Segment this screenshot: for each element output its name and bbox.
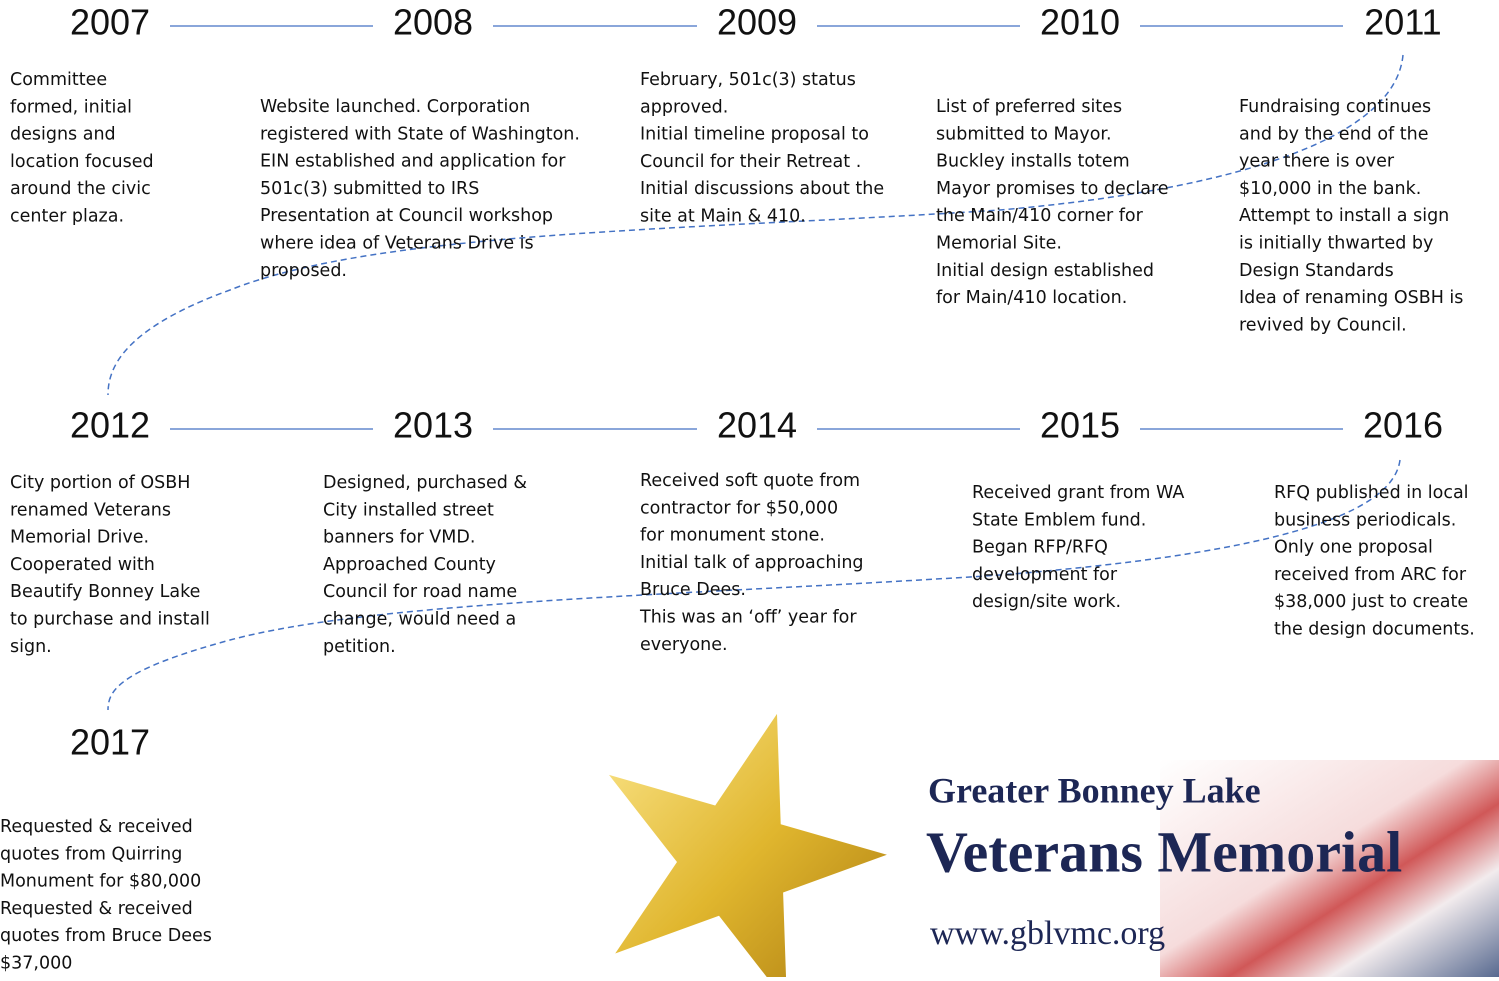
event-line: year there is over	[1239, 152, 1395, 172]
event-line: location focused	[10, 152, 154, 172]
year: 2007	[70, 2, 150, 43]
event-line: Initial design established	[936, 261, 1154, 281]
event-line: Requested & received	[0, 817, 193, 837]
event-line: site at Main & 410.	[640, 207, 806, 227]
event-line: quotes from Bruce Dees	[0, 926, 212, 946]
event-line: development for	[972, 565, 1118, 585]
event-line: City portion of OSBH	[10, 473, 190, 493]
logo-line2: Veterans Memorial	[926, 819, 1402, 884]
event-line: Council for road name	[323, 582, 517, 602]
event-line: Received soft quote from	[640, 471, 860, 491]
event-line: proposed.	[260, 261, 347, 281]
event-line: This was an ‘off’ year for	[639, 608, 857, 628]
event-line: designs and	[10, 125, 116, 145]
event-line: everyone.	[640, 635, 728, 655]
event-line: List of preferred sites	[936, 97, 1122, 117]
year: 2013	[393, 405, 473, 446]
event-line: Memorial Site.	[936, 234, 1062, 254]
event-line: Cooperated with	[10, 555, 155, 575]
event-line: where idea of Veterans Drive is	[260, 234, 534, 254]
year: 2015	[1040, 405, 1120, 446]
event-line: EIN established and application for	[260, 152, 566, 172]
event-line: for Main/410 location.	[936, 288, 1127, 308]
event-line: Began RFP/RFQ	[972, 538, 1108, 558]
event-line: Initial discussions about the	[640, 179, 884, 199]
event-line: and by the end of the	[1239, 124, 1428, 144]
event-line: Website launched. Corporation	[260, 97, 530, 117]
event-line: registered with State of Washington.	[260, 124, 580, 144]
event-line: approved.	[640, 97, 728, 117]
event-line: Initial timeline proposal to	[640, 125, 869, 145]
event-line: Mayor promises to declare	[936, 179, 1169, 199]
event-line: Idea of renaming OSBH is	[1239, 288, 1463, 308]
year: 2016	[1363, 405, 1443, 446]
event-line: contractor for $50,000	[640, 498, 838, 518]
event-line: petition.	[323, 637, 396, 657]
event-line: Beautify Bonney Lake	[10, 582, 200, 602]
event-line: submitted to Mayor.	[936, 124, 1112, 144]
event-line: Presentation at Council workshop	[260, 206, 553, 226]
event-line: Memorial Drive.	[10, 528, 149, 548]
logo-url: www.gblvmc.org	[930, 915, 1165, 952]
event-line: the design documents.	[1274, 620, 1475, 640]
event-line: the Main/410 corner for	[936, 206, 1144, 226]
year: 2017	[70, 722, 150, 763]
event-line: banners for VMD.	[323, 528, 475, 548]
event-line: around the civic	[10, 179, 151, 199]
event-line: Fundraising continues	[1239, 97, 1431, 117]
event-line: to purchase and install	[10, 610, 210, 630]
event-line: Attempt to install a sign	[1239, 206, 1449, 226]
event-line: Requested & received	[0, 899, 193, 919]
event-line: received from ARC for	[1274, 565, 1467, 585]
star	[609, 713, 887, 981]
year: 2008	[393, 2, 473, 43]
event-line: Bruce Dees.	[640, 580, 746, 600]
event-line: Committee	[10, 70, 107, 90]
logo-line1: Greater Bonney Lake	[928, 770, 1261, 810]
connector	[107, 54, 1404, 396]
event-line: is initially thwarted by	[1239, 234, 1433, 254]
event-line: City installed street	[323, 500, 494, 520]
event-line: for monument stone.	[640, 526, 825, 546]
event-line: design/site work.	[972, 592, 1121, 612]
event-line: RFQ published in local	[1274, 483, 1469, 503]
event-line: Approached County	[323, 555, 496, 575]
event-line: Only one proposal	[1274, 538, 1433, 558]
event-line: February, 501c(3) status	[640, 70, 856, 90]
event-line: Design Standards	[1239, 261, 1394, 281]
event-line: $10,000 in the bank.	[1239, 179, 1421, 199]
event-line: $37,000	[0, 954, 72, 974]
connector	[107, 459, 1401, 711]
year: 2014	[717, 405, 797, 446]
event-line: Designed, purchased &	[323, 473, 527, 493]
event-line: change, would need a	[323, 610, 516, 630]
event-line: Received grant from WA	[972, 483, 1184, 503]
year: 2009	[717, 2, 797, 43]
event-line: 501c(3) submitted to IRS	[260, 179, 479, 199]
event-line: revived by Council.	[1239, 315, 1407, 335]
event-line: quotes from Quirring	[0, 844, 182, 864]
event-line: Council for their Retreat .	[640, 152, 861, 172]
event-line: renamed Veterans	[10, 500, 171, 520]
event-line: State Emblem fund.	[972, 510, 1146, 530]
event-line: Buckley installs totem	[936, 152, 1130, 172]
year: 2011	[1364, 2, 1441, 43]
event-line: sign.	[10, 637, 52, 657]
event-line: Monument for $80,000	[0, 872, 201, 892]
year: 2012	[70, 405, 150, 446]
event-line: business periodicals.	[1274, 510, 1456, 530]
event-line: $38,000 just to create	[1274, 592, 1468, 612]
event-line: center plaza.	[10, 207, 124, 227]
event-line: formed, initial	[10, 97, 132, 117]
event-line: Initial talk of approaching	[640, 553, 864, 573]
year: 2010	[1040, 2, 1120, 43]
flag-background	[1160, 760, 1499, 977]
